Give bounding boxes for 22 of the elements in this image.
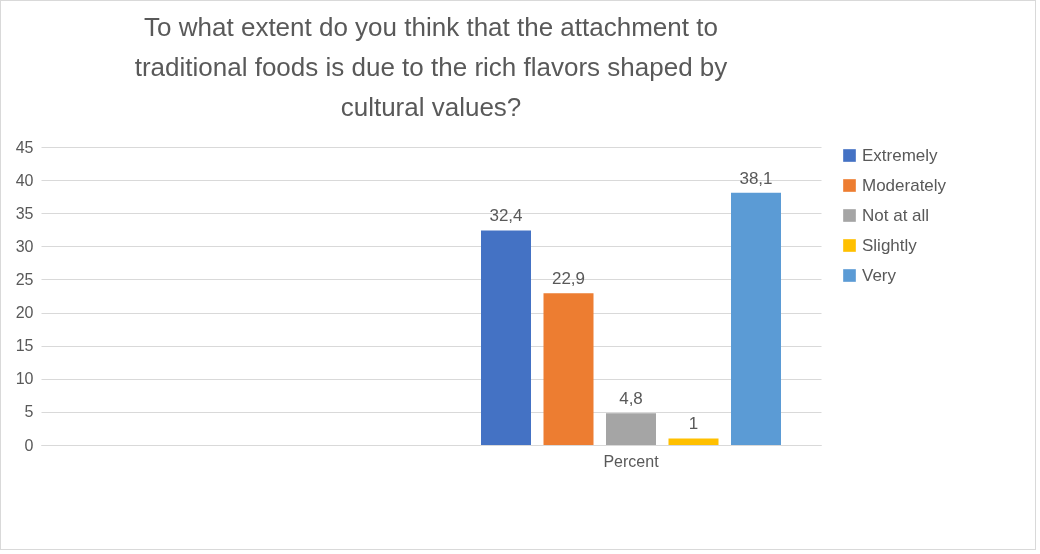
- y-tick-label: 30: [15, 237, 34, 255]
- data-label: 38,1: [739, 168, 773, 188]
- y-tick-label: 20: [15, 304, 34, 322]
- y-tick-label: 45: [15, 138, 34, 156]
- legend-label: Extremely: [862, 145, 939, 165]
- data-label: 1: [688, 414, 699, 434]
- legend-label: Slightly: [862, 235, 918, 255]
- data-label: 32,4: [489, 206, 523, 226]
- y-tick-label: 25: [15, 270, 34, 288]
- chart-title: To what extent do you think that the attachment to traditional foods is due to the rich flavors shaped by cultural values?: [134, 12, 728, 122]
- data-label: 22,9: [551, 269, 586, 289]
- legend-label: Not at all: [862, 205, 930, 225]
- y-tick-label: 35: [15, 204, 34, 222]
- x-tick-label: Percent: [603, 452, 660, 470]
- y-tick-label: 40: [15, 171, 34, 189]
- legend-label: Very: [862, 265, 897, 285]
- data-label: 4,8: [619, 389, 643, 409]
- legend-label: Moderately: [862, 175, 947, 195]
- y-tick-label: 5: [24, 403, 34, 421]
- y-tick-label: 10: [15, 370, 34, 388]
- y-tick-label: 0: [24, 436, 34, 454]
- y-tick-label: 15: [15, 337, 34, 355]
